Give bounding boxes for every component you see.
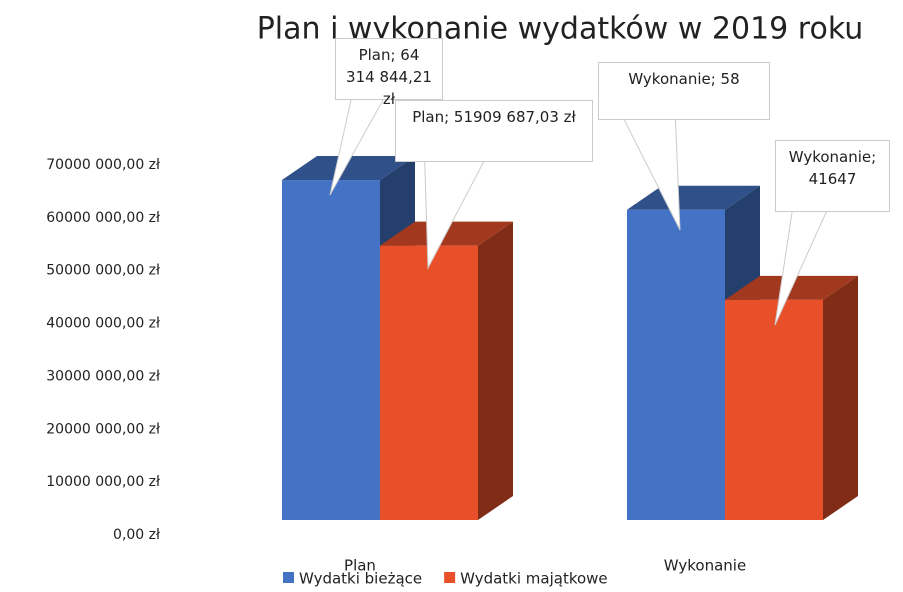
legend-label: Wydatki majątkowe <box>460 570 608 588</box>
y-tick-label: 0,00 zł <box>113 527 160 543</box>
y-tick-label: 60000 000,00 zł <box>46 210 160 226</box>
bar-front <box>725 299 823 520</box>
legend-label: Wydatki bieżące <box>299 570 422 588</box>
data-label: Plan; 51909 687,03 zł <box>395 100 593 162</box>
data-label: Wykonanie; 41647 <box>775 140 890 212</box>
y-tick-label: 30000 000,00 zł <box>46 368 160 384</box>
data-label: Wykonanie; 58 <box>598 62 770 120</box>
bar-top <box>282 156 415 181</box>
legend-swatch <box>283 572 294 583</box>
y-tick-label: 20000 000,00 zł <box>46 421 160 437</box>
y-tick-label: 70000 000,00 zł <box>46 157 160 173</box>
bar-front <box>627 209 725 520</box>
bar-side <box>823 275 858 520</box>
bar-front <box>380 245 478 520</box>
bar-front <box>282 180 380 520</box>
bar-side <box>478 221 513 520</box>
bar <box>380 221 513 520</box>
y-tick-label: 10000 000,00 zł <box>46 474 160 490</box>
bar <box>725 275 858 520</box>
y-tick-label: 50000 000,00 zł <box>46 263 160 279</box>
x-tick-label: Wykonanie <box>664 557 746 575</box>
y-tick-label: 40000 000,00 zł <box>46 316 160 332</box>
x-tick-label: Plan <box>344 557 376 575</box>
legend-swatch <box>444 572 456 583</box>
data-label: Plan; 64 314 844,21 zł <box>335 38 443 108</box>
